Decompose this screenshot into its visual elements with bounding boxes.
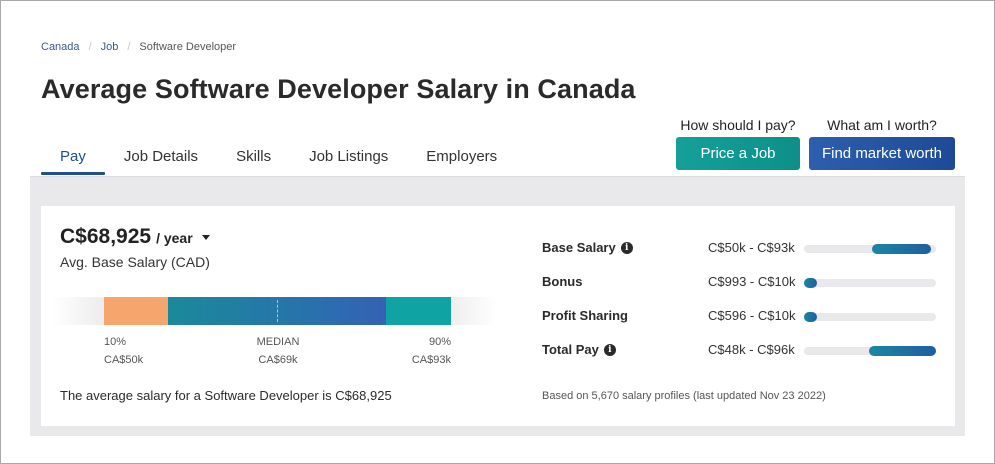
distribution-high-label: 90% CA$93k [391, 333, 451, 369]
salary-card: C$68,925 / year Avg. Base Salary (CAD) 1… [41, 206, 955, 426]
low-value: CA$50k [104, 354, 144, 366]
comp-row-profit-sharing: Profit Sharing C$596 - C$10k [542, 302, 942, 336]
info-icon[interactable]: i [603, 343, 616, 356]
comp-label: Total Pay [542, 342, 599, 357]
breadcrumb-separator: / [88, 41, 92, 53]
comp-row-total-pay: Total Pay i C$48k - C$96k [542, 336, 942, 370]
comp-range-fill [804, 278, 817, 288]
salary-distribution-bar [52, 297, 498, 325]
distribution-high-segment [386, 297, 451, 325]
comp-range: C$993 - C$10k [708, 274, 796, 289]
comp-range-track [804, 346, 936, 356]
low-percentile: 10% [104, 336, 127, 348]
tab-bar: Pay Job Details Skills Job Listings Empl… [41, 140, 516, 176]
tab-employers[interactable]: Employers [426, 148, 498, 165]
tab-skills[interactable]: Skills [236, 148, 272, 165]
comp-range: C$48k - C$96k [708, 342, 795, 357]
breadcrumb-job[interactable]: Job [100, 41, 119, 53]
compensation-breakdown: Base Salary i C$50k - C$93k Bonus C$993 … [542, 234, 942, 370]
pay-period-dropdown[interactable]: / year [156, 230, 193, 246]
high-value: CA$93k [411, 354, 451, 366]
salary-subtitle: Avg. Base Salary (CAD) [60, 254, 210, 270]
chevron-down-icon[interactable] [201, 235, 210, 240]
breadcrumb: Canada / Job / Software Developer [41, 41, 236, 53]
comp-label: Bonus [542, 274, 583, 289]
comp-label: Base Salary [542, 240, 616, 255]
median-percentile: MEDIAN [256, 336, 300, 348]
market-worth-group: What am I worth? Find market worth [809, 117, 955, 170]
info-icon[interactable]: i [620, 241, 633, 254]
price-job-group: How should I pay? Price a Job [676, 117, 800, 170]
comp-label: Profit Sharing [542, 308, 628, 323]
comp-range: C$50k - C$93k [708, 240, 795, 255]
breadcrumb-current: Software Developer [139, 41, 237, 53]
comp-range-track [804, 278, 936, 288]
comp-range-track [804, 312, 936, 322]
breadcrumb-canada[interactable]: Canada [41, 41, 80, 53]
distribution-low-segment [104, 297, 168, 325]
market-worth-prompt: What am I worth? [827, 117, 937, 133]
comp-row-bonus: Bonus C$993 - C$10k [542, 268, 942, 302]
comp-range: C$596 - C$10k [708, 308, 796, 323]
page-title: Average Software Developer Salary in Can… [41, 74, 636, 104]
salary-value: C$68,925 [60, 225, 152, 248]
distribution-median-label: MEDIAN CA$69k [238, 333, 318, 369]
comp-range-fill [872, 244, 931, 254]
median-value: CA$69k [258, 354, 298, 366]
tab-pay[interactable]: Pay [41, 140, 105, 175]
distribution-low-label: 10% CA$50k [104, 333, 143, 369]
comp-range-fill [804, 312, 817, 322]
median-marker [277, 300, 278, 322]
salary-amount: C$68,925 / year [60, 225, 210, 249]
price-a-job-button[interactable]: Price a Job [676, 137, 800, 170]
tab-job-details[interactable]: Job Details [123, 148, 199, 165]
find-market-worth-button[interactable]: Find market worth [809, 137, 955, 170]
tab-job-listings[interactable]: Job Listings [309, 148, 389, 165]
breadcrumb-separator: / [127, 41, 131, 53]
high-percentile: 90% [428, 336, 451, 348]
comp-row-base-salary: Base Salary i C$50k - C$93k [542, 234, 942, 268]
data-footnote: Based on 5,670 salary profiles (last upd… [542, 390, 826, 402]
comp-range-fill [869, 346, 936, 356]
salary-summary: The average salary for a Software Develo… [60, 388, 392, 403]
comp-range-track [804, 244, 936, 254]
price-job-prompt: How should I pay? [680, 117, 796, 133]
